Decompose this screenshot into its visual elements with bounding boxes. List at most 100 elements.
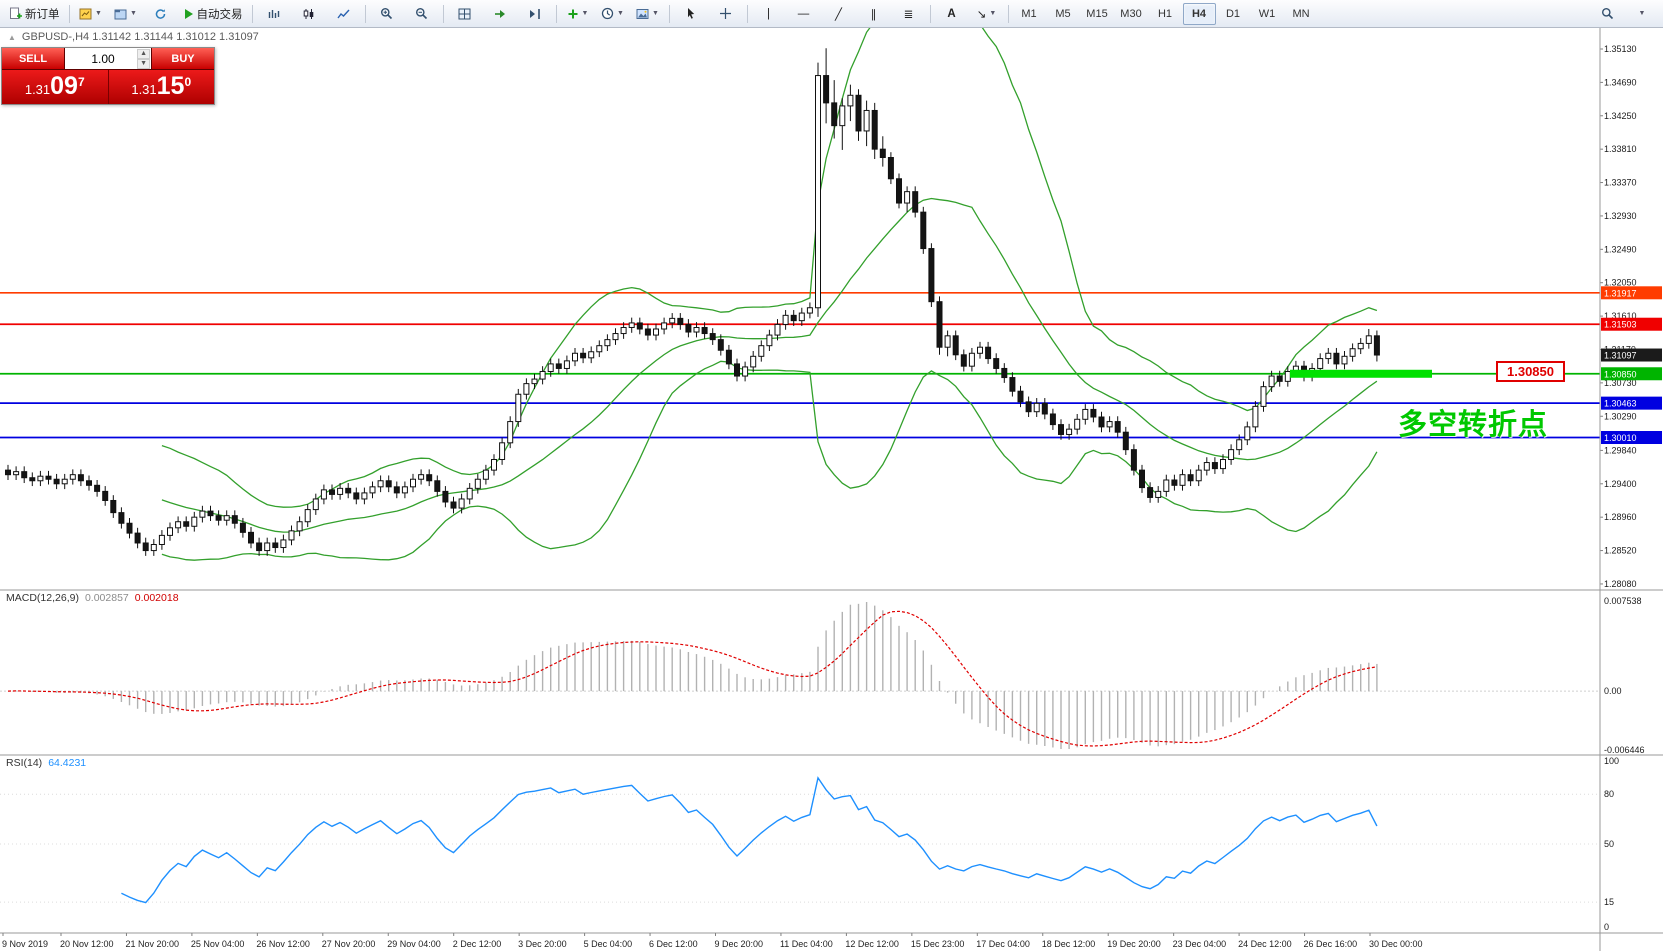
cursor-button[interactable]	[674, 2, 708, 26]
svg-text:1.32050: 1.32050	[1604, 278, 1637, 288]
periods-caret-icon: ▼	[617, 10, 624, 17]
sell-button[interactable]: SELL	[2, 48, 64, 69]
bar-chart-button[interactable]	[257, 2, 291, 26]
level-price-label: 1.30850	[1496, 361, 1565, 382]
svg-text:12 Dec 12:00: 12 Dec 12:00	[845, 939, 899, 949]
cursor-icon	[687, 8, 694, 19]
channel-icon: ∥	[870, 8, 877, 21]
svg-text:6 Dec 12:00: 6 Dec 12:00	[649, 939, 698, 949]
svg-text:1.35130: 1.35130	[1604, 44, 1637, 54]
rsi-value: 64.4231	[48, 757, 87, 769]
volume-increase-button[interactable]: ▲	[137, 49, 150, 59]
tf-h1-button[interactable]: H1	[1157, 7, 1173, 20]
svg-text:1.31917: 1.31917	[1604, 288, 1637, 298]
svg-text:9 Dec 20:00: 9 Dec 20:00	[715, 939, 764, 949]
macd-signal-value: 0.002018	[134, 592, 179, 604]
toolbar-separator	[1007, 4, 1009, 23]
charts-window-button[interactable]: ▼	[74, 2, 108, 26]
crosshair-icon	[720, 8, 731, 19]
toolbar-more-button[interactable]: ▼	[1625, 2, 1659, 26]
volume-decrease-button[interactable]: ▼	[137, 59, 150, 69]
svg-text:1.32490: 1.32490	[1604, 244, 1637, 254]
new-order-button[interactable]: 新订单	[4, 2, 65, 26]
tf-m5-button[interactable]: M5	[1055, 7, 1071, 20]
volume-input[interactable]	[65, 48, 151, 69]
chart-canvas[interactable]: 1.35130 1.34690 1.34250 1.33810 1.33370 1.329…	[0, 28, 1663, 951]
buy-button[interactable]: BUY	[152, 48, 214, 69]
vertical-line-icon: |	[767, 7, 770, 20]
search-button[interactable]	[1590, 2, 1624, 26]
tf-mn-button[interactable]: MN	[1292, 7, 1310, 20]
line-chart-button[interactable]	[327, 2, 361, 26]
toolbar-separator	[364, 4, 366, 23]
buy-price-prefix: 1.31	[131, 82, 157, 97]
autotrading-button[interactable]: 自动交易	[179, 2, 248, 26]
trendline-icon: ╱	[835, 8, 842, 21]
candlestick-icon	[303, 8, 314, 19]
tf-d1-button[interactable]: D1	[1225, 7, 1241, 20]
svg-text:1.30730: 1.30730	[1604, 378, 1637, 388]
templates-button[interactable]: ▼	[631, 2, 665, 26]
toolbar-separator	[251, 4, 253, 23]
refresh-button[interactable]	[144, 2, 178, 26]
arrows-tool-icon: ↘	[976, 8, 987, 21]
svg-text:11 Dec 04:00: 11 Dec 04:00	[780, 939, 833, 949]
svg-text:100: 100	[1604, 756, 1619, 766]
fibonacci-tool[interactable]: ≣	[892, 2, 926, 26]
toolbar-separator	[929, 4, 931, 23]
one-click-collapse-icon[interactable]: ▲	[8, 32, 16, 42]
chart-title-bar: ▲ GBPUSD-,H4 1.31142 1.31144 1.31012 1.3…	[8, 31, 259, 43]
arrows-tool[interactable]: ↘ ▼	[970, 2, 1004, 26]
svg-text:1.28960: 1.28960	[1604, 512, 1637, 522]
line-chart-icon	[337, 9, 350, 18]
svg-text:1.30850: 1.30850	[1604, 369, 1637, 379]
toolbar-separator	[555, 4, 557, 23]
periods-button[interactable]: ▼	[596, 2, 630, 26]
svg-text:1.28520: 1.28520	[1604, 546, 1637, 556]
buy-price-display[interactable]: 1.31 15 0	[108, 70, 214, 104]
svg-text:25 Nov 04:00: 25 Nov 04:00	[191, 939, 245, 949]
tf-m1-button[interactable]: M1	[1021, 7, 1037, 20]
horizontal-line-icon: —	[797, 7, 810, 20]
indicators-caret-icon: ▼	[581, 10, 589, 17]
auto-scroll-icon	[495, 9, 505, 18]
new-order-icon	[10, 7, 22, 19]
svg-text:1.34250: 1.34250	[1604, 111, 1637, 121]
horizontal-line-tool[interactable]: —	[787, 2, 821, 26]
svg-text:5 Dec 04:00: 5 Dec 04:00	[584, 939, 633, 949]
tile-windows-button[interactable]	[448, 2, 482, 26]
svg-text:26 Nov 12:00: 26 Nov 12:00	[256, 939, 310, 949]
svg-text:29 Nov 04:00: 29 Nov 04:00	[387, 939, 441, 949]
profiles-button[interactable]: ▼	[109, 2, 143, 26]
tf-w1-button[interactable]: W1	[1258, 7, 1276, 20]
svg-text:20 Nov 12:00: 20 Nov 12:00	[60, 939, 114, 949]
fibonacci-icon: ≣	[903, 8, 914, 21]
autotrading-play-icon	[184, 8, 193, 19]
toolbar-separator	[68, 4, 70, 23]
channel-tool[interactable]: ∥	[857, 2, 891, 26]
autotrading-label: 自动交易	[196, 8, 243, 21]
refresh-icon	[155, 8, 166, 19]
trendline-tool[interactable]: ╱	[822, 2, 856, 26]
sell-price-display[interactable]: 1.31 09 7	[2, 70, 109, 104]
svg-text:18 Dec 12:00: 18 Dec 12:00	[1042, 939, 1096, 949]
svg-text:1.30010: 1.30010	[1604, 433, 1637, 443]
main-toolbar: 新订单 ▼ ▼ 自动交易 ▼	[0, 0, 1663, 28]
profiles-caret-icon: ▼	[130, 10, 137, 17]
zoom-out-button[interactable]	[405, 2, 439, 26]
tf-m30-button[interactable]: M30	[1120, 7, 1142, 20]
auto-scroll-button[interactable]	[483, 2, 517, 26]
crosshair-button[interactable]	[709, 2, 743, 26]
sell-price-digits: 09	[50, 72, 78, 100]
candlestick-button[interactable]	[292, 2, 326, 26]
svg-text:2 Dec 12:00: 2 Dec 12:00	[453, 939, 502, 949]
svg-text:1.33810: 1.33810	[1604, 144, 1637, 154]
tf-h4-button[interactable]: H4	[1182, 2, 1216, 25]
vertical-line-tool[interactable]: |	[752, 2, 786, 26]
text-tool[interactable]: A	[935, 2, 969, 26]
zoom-in-button[interactable]	[370, 2, 404, 26]
tf-m15-button[interactable]: M15	[1086, 7, 1108, 20]
templates-icon	[636, 8, 649, 19]
chart-shift-button[interactable]	[518, 2, 552, 26]
indicators-button[interactable]: ▼	[561, 2, 595, 26]
